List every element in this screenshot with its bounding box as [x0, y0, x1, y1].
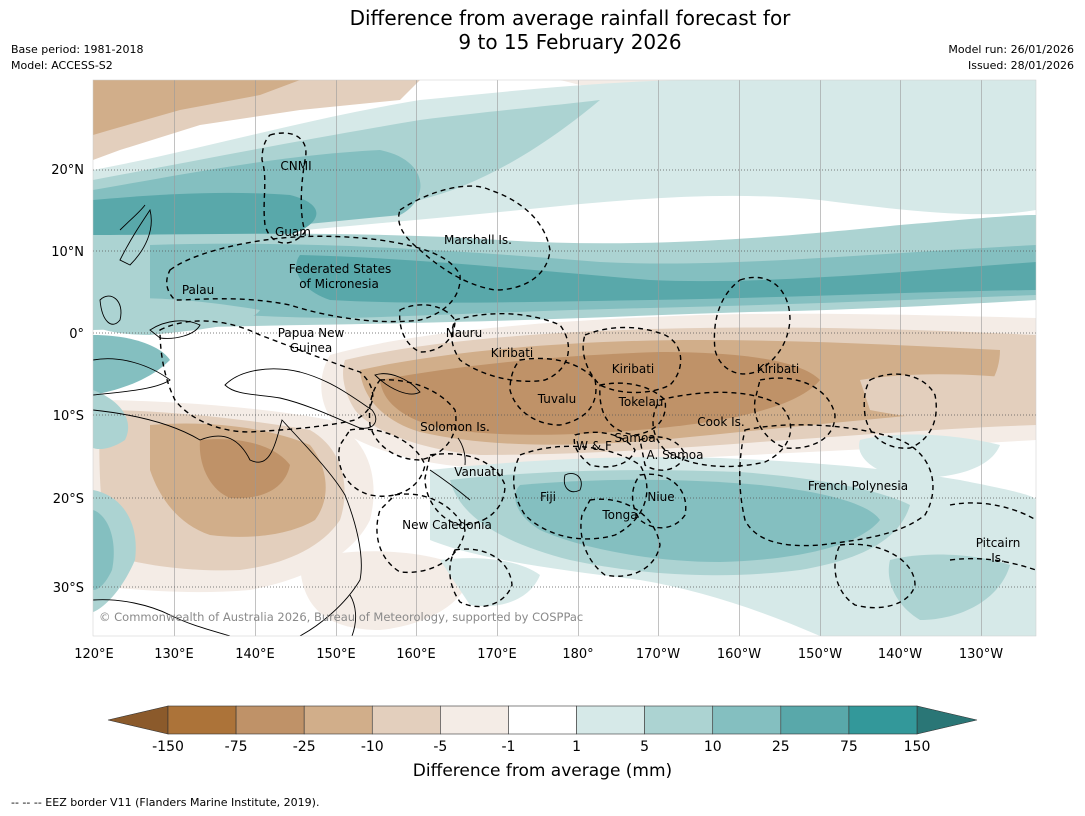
label-new-caledonia: New Caledonia: [402, 518, 492, 532]
lat-tick: 20°S: [53, 492, 84, 507]
colorbar-tick-label: 5: [640, 739, 649, 755]
colorbar-tick-label: -25: [293, 739, 316, 755]
model-name: Model: ACCESS-S2: [11, 59, 113, 72]
latitude-tick-labels: 20°N 10°N 0° 10°S 20°S 30°S: [51, 163, 84, 596]
colorbar-tick-label: 75: [840, 739, 858, 755]
label-guam: Guam: [275, 225, 311, 239]
colorbar-title: Difference from average (mm): [412, 761, 673, 781]
colorbar-segment: [167, 705, 237, 735]
lon-tick: 120°E: [74, 647, 114, 662]
label-tokelau: Tokelau: [618, 395, 664, 409]
title-line-2: 9 to 15 February 2026: [458, 30, 682, 54]
colorbar-segment: [303, 705, 373, 735]
colorbar-segment: [848, 705, 918, 735]
colorbar-segment: [508, 705, 577, 735]
colorbar-tick-label: 25: [772, 739, 790, 755]
colorbar-segment: [712, 705, 782, 735]
lon-tick: 170°W: [636, 647, 680, 662]
colorbar-segment: [644, 705, 714, 735]
lon-tick: 130°E: [154, 647, 194, 662]
lat-tick: 10°N: [51, 245, 84, 260]
lon-tick: 140°E: [235, 647, 275, 662]
colorbar-tick-label: -1: [501, 739, 515, 755]
title-line-1: Difference from average rainfall forecas…: [349, 6, 791, 30]
lon-tick: 130°W: [959, 647, 1003, 662]
lat-tick: 0°: [69, 327, 84, 342]
meta-right: Model run: 26/01/2026 Issued: 28/01/2026: [948, 42, 1074, 74]
label-fsm-line2: of Micronesia: [299, 277, 379, 291]
lon-tick: 150°E: [316, 647, 356, 662]
lon-tick: 140°W: [878, 647, 922, 662]
colorbar-tick-label: -75: [225, 739, 248, 755]
label-kiribati-west: Kiribati: [491, 346, 533, 360]
longitude-tick-labels: 120°E 130°E 140°E 150°E 160°E 170°E 180°…: [74, 647, 1003, 662]
label-png-line1: Papua New: [278, 326, 345, 340]
colorbar-tick-label: 150: [904, 739, 931, 755]
colorbar-segment: [576, 705, 645, 735]
colorbar-extend-low: [107, 705, 169, 735]
label-french-polynesia: French Polynesia: [808, 479, 908, 493]
label-tonga: Tonga: [601, 508, 637, 522]
copyright-notice: © Commonwealth of Australia 2026, Bureau…: [99, 610, 583, 624]
meta-left: Base period: 1981-2018 Model: ACCESS-S2: [11, 42, 143, 74]
lon-tick: 160°W: [717, 647, 761, 662]
label-cook-islands: Cook Is.: [697, 415, 744, 429]
lat-tick: 20°N: [51, 163, 84, 178]
lat-tick: 30°S: [53, 581, 84, 596]
eez-borders: [159, 132, 1036, 609]
anomaly-field: [93, 80, 1036, 636]
map-frame: [92, 79, 1037, 637]
model-run: Model run: 26/01/2026: [948, 43, 1074, 56]
map-title: Difference from average rainfall forecas…: [0, 6, 1085, 54]
region-labels: CNMI Guam Marshall Is. Federated States …: [182, 159, 1020, 565]
colorbar: -150 -75 -25 -10 -5 -1 1 5 10 25 75 150: [107, 705, 978, 755]
latitude-lines: [93, 169, 1036, 588]
colorbar-tick-label: 10: [704, 739, 722, 755]
colorbar-segment: [371, 705, 441, 735]
colorbar-tick-label: -10: [361, 739, 384, 755]
colorbar-tick-label: -150: [152, 739, 184, 755]
colorbar-extend-high: [916, 705, 978, 735]
label-marshall-islands: Marshall Is.: [444, 233, 512, 247]
label-cnmi: CNMI: [280, 159, 311, 173]
label-solomon-islands: Solomon Is.: [420, 420, 490, 434]
label-niue: Niue: [647, 490, 674, 504]
issued-date: Issued: 28/01/2026: [967, 59, 1074, 72]
coastlines: [93, 204, 582, 636]
label-kiribati-central: Kiribati: [612, 362, 654, 376]
colorbar-segment: [235, 705, 305, 735]
colorbar-segment: [440, 705, 509, 735]
label-vanuatu: Vanuatu: [454, 465, 504, 479]
lon-tick: 180°: [562, 647, 593, 662]
label-pitcairn-line2: Is.: [991, 551, 1005, 565]
colorbar-segment: [780, 705, 850, 735]
label-fsm-line1: Federated States: [289, 262, 391, 276]
lon-tick: 160°E: [396, 647, 436, 662]
gridlines: [174, 80, 982, 636]
label-nauru: Nauru: [446, 326, 482, 340]
label-palau: Palau: [182, 283, 214, 297]
label-american-samoa: A. Samoa: [647, 448, 704, 462]
eez-border-note: -- -- -- EEZ border V11 (Flanders Marine…: [11, 796, 320, 809]
label-tuvalu: Tuvalu: [537, 392, 577, 406]
label-pitcairn-line1: Pitcairn: [976, 536, 1021, 550]
map-panel: © Commonwealth of Australia 2026, Bureau…: [93, 80, 1036, 636]
lon-tick: 170°E: [477, 647, 517, 662]
lat-tick: 10°S: [53, 409, 84, 424]
base-period: Base period: 1981-2018: [11, 43, 144, 56]
label-png-line2: Guinea: [290, 341, 333, 355]
label-kiribati-east: Kiribati: [757, 362, 799, 376]
label-wallis-futuna: W & F: [576, 439, 612, 453]
label-fiji: Fiji: [540, 490, 556, 504]
colorbar-tick-label: 1: [572, 739, 581, 755]
colorbar-tick-label: -5: [433, 739, 447, 755]
label-samoa: Samoa: [614, 431, 655, 445]
lon-tick: 150°W: [798, 647, 842, 662]
